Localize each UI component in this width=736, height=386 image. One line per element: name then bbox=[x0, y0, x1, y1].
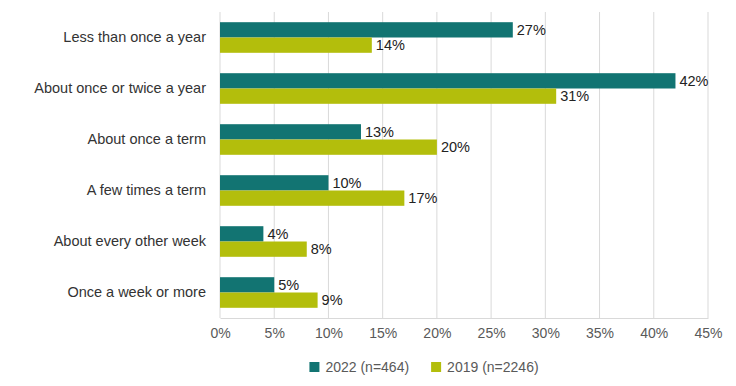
plot: 0% 5% 10% 15% 20% 25% 30% 35% 40% 45% Less than on… bbox=[34, 12, 722, 341]
x-tick: 20% bbox=[423, 318, 451, 341]
grid-line bbox=[274, 12, 275, 318]
data-label: 14% bbox=[376, 37, 405, 53]
x-tick-label: 10% bbox=[315, 325, 343, 341]
series bbox=[220, 38, 556, 308]
x-tick-label: 35% bbox=[586, 325, 614, 341]
bar bbox=[220, 277, 274, 292]
bars bbox=[220, 22, 675, 308]
grid bbox=[220, 12, 708, 318]
data-label: 42% bbox=[679, 73, 708, 89]
x-tick-label: 0% bbox=[210, 325, 230, 341]
legend: 2022 (n=464) 2019 (n=2246) bbox=[309, 359, 538, 375]
y-tick: About once or twice a year bbox=[34, 80, 220, 96]
x-axis: 0% 5% 10% 15% 20% 25% 30% 35% 40% 45% bbox=[210, 318, 722, 341]
data-label: 20% bbox=[441, 139, 470, 155]
grid-line bbox=[436, 12, 437, 318]
data-label: 13% bbox=[365, 124, 394, 140]
x-tick-label: 5% bbox=[265, 325, 285, 341]
y-axis: Less than once a year About once or twice… bbox=[34, 29, 220, 300]
data-label: 8% bbox=[311, 241, 332, 257]
grid-line bbox=[382, 12, 383, 318]
grid-line bbox=[491, 12, 492, 318]
legend-label: 2022 (n=464) bbox=[325, 359, 409, 375]
series bbox=[220, 22, 675, 292]
bar bbox=[220, 73, 675, 88]
x-tick: 15% bbox=[369, 318, 397, 341]
bar bbox=[220, 89, 556, 104]
x-tick: 5% bbox=[265, 318, 285, 341]
legend-item: 2019 (n=2246) bbox=[431, 359, 538, 375]
x-axis-line bbox=[221, 318, 709, 319]
y-tick-label: About every other week bbox=[54, 233, 207, 249]
grid-line bbox=[545, 12, 546, 318]
y-tick: Once a week or more bbox=[67, 284, 220, 300]
bar bbox=[220, 175, 328, 190]
bar bbox=[220, 22, 513, 37]
legend-swatch bbox=[309, 362, 319, 372]
data-label: 17% bbox=[408, 190, 437, 206]
x-tick: 0% bbox=[210, 318, 230, 341]
legend-label: 2019 (n=2246) bbox=[447, 359, 538, 375]
y-tick: Less than once a year bbox=[63, 29, 220, 45]
y-tick-label: About once or twice a year bbox=[34, 80, 206, 96]
x-tick: 10% bbox=[315, 318, 343, 341]
bar bbox=[220, 293, 318, 308]
grid-line bbox=[708, 12, 709, 318]
y-tick-label: About once a term bbox=[88, 131, 207, 147]
bar bbox=[220, 226, 263, 241]
data-label: 10% bbox=[332, 175, 361, 191]
y-tick: About once a term bbox=[88, 131, 221, 147]
x-tick-label: 15% bbox=[369, 325, 397, 341]
chart: 0% 5% 10% 15% 20% 25% 30% 35% 40% 45% Less than on… bbox=[0, 0, 736, 386]
data-label: 5% bbox=[278, 277, 299, 293]
bar bbox=[220, 38, 372, 53]
grid-line bbox=[220, 12, 221, 318]
x-tick: 35% bbox=[586, 318, 614, 341]
y-tick-label: Once a week or more bbox=[67, 284, 206, 300]
legend-item: 2022 (n=464) bbox=[309, 359, 409, 375]
x-tick: 25% bbox=[478, 318, 506, 341]
grid-line bbox=[653, 12, 654, 318]
data-label: 27% bbox=[517, 22, 546, 38]
x-tick: 40% bbox=[640, 318, 668, 341]
y-tick: About every other week bbox=[54, 233, 220, 249]
x-tick-label: 40% bbox=[640, 325, 668, 341]
y-tick-label: Less than once a year bbox=[63, 29, 206, 45]
data-labels: 27% 42% 13% 10% 4% 5% 14% 31% 20% 17% 8% 9% bbox=[267, 22, 708, 308]
x-tick-label: 30% bbox=[532, 325, 560, 341]
x-tick: 45% bbox=[694, 318, 722, 341]
bar bbox=[220, 124, 361, 139]
x-tick-label: 20% bbox=[423, 325, 451, 341]
bar bbox=[220, 191, 404, 206]
y-tick: A few times a term bbox=[87, 182, 220, 198]
y-tick-label: A few times a term bbox=[87, 182, 206, 198]
grid-line bbox=[328, 12, 329, 318]
data-label: 31% bbox=[560, 88, 589, 104]
x-tick-label: 45% bbox=[694, 325, 722, 341]
data-label: 4% bbox=[267, 226, 288, 242]
x-tick-label: 25% bbox=[478, 325, 506, 341]
bar bbox=[220, 242, 307, 257]
x-tick: 30% bbox=[532, 318, 560, 341]
legend-swatch bbox=[431, 362, 441, 372]
grid-line bbox=[599, 12, 600, 318]
data-label: 9% bbox=[322, 292, 343, 308]
bar bbox=[220, 140, 437, 155]
